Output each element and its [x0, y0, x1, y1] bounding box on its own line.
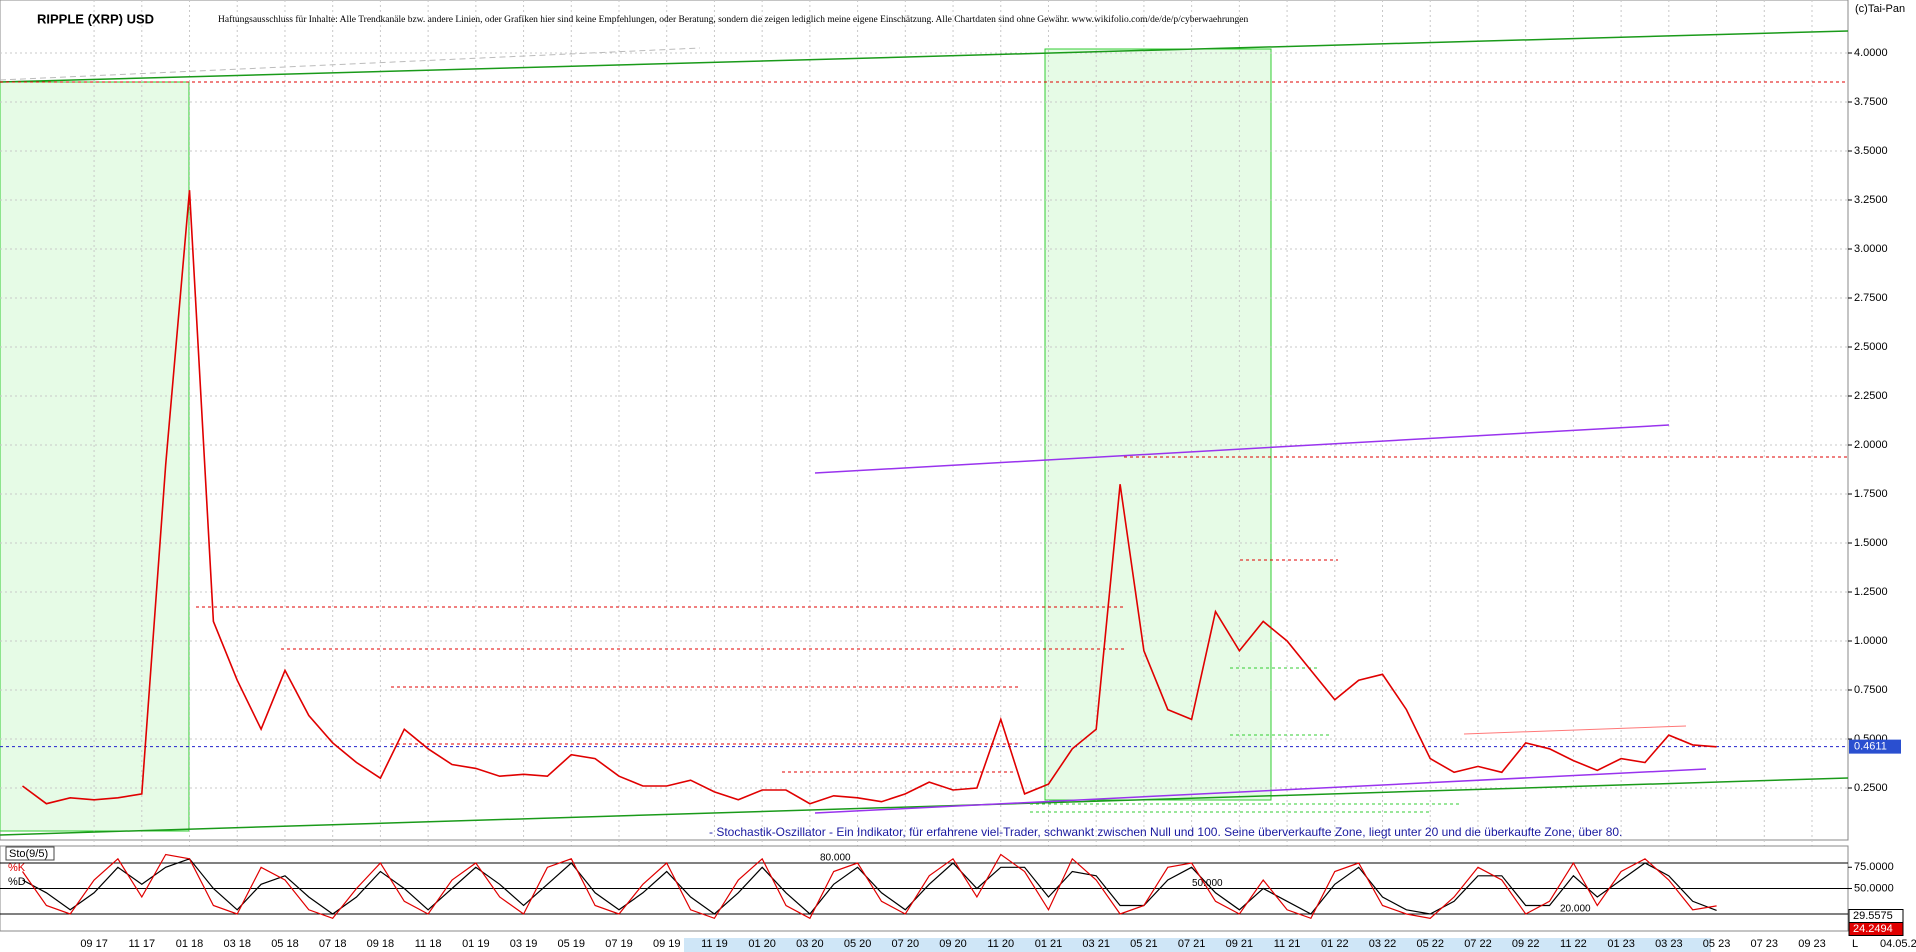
level-label: 80.000: [820, 853, 851, 864]
chart-title: RIPPLE (XRP) USD: [37, 11, 154, 26]
y-tick-label: 4.0000: [1854, 47, 1888, 59]
x-tick-label: 09 23: [1798, 938, 1826, 950]
x-tick-label: 05 22: [1416, 938, 1444, 950]
y-tick-label: 0.7500: [1854, 684, 1888, 696]
x-tick-label: 11 18: [415, 938, 442, 950]
y-tick-label: 75.0000: [1854, 861, 1894, 873]
x-tick-label: 11 22: [1560, 938, 1587, 950]
y-tick-label: 1.2500: [1854, 586, 1888, 598]
x-tick-label: 07 22: [1464, 938, 1492, 950]
current-date: 04.05.23: [1880, 938, 1916, 950]
price-line: [22, 190, 1717, 805]
disclaimer: Haftungsausschluss für Inhalte: Alle Tre…: [218, 14, 1249, 25]
y-tick-label: 3.0000: [1854, 243, 1888, 255]
x-tick-label: 09 17: [80, 938, 108, 950]
x-tick-label: 07 23: [1751, 938, 1779, 950]
x-tick-label: 01 21: [1035, 938, 1063, 950]
y-tick-label: 2.5000: [1854, 341, 1888, 353]
x-tick-label: 05 18: [271, 938, 299, 950]
y-tick-label: 2.0000: [1854, 439, 1888, 451]
stochastic-line: [22, 853, 1717, 920]
x-tick-label: 07 19: [605, 938, 633, 950]
last-value-label: 0.4611: [1854, 741, 1887, 753]
x-tick-label: 07 18: [319, 938, 347, 950]
trendline: [0, 777, 1849, 836]
x-tick-label: 01 19: [462, 938, 490, 950]
axis-band: [684, 938, 1711, 952]
x-tick-label: 05 19: [558, 938, 586, 950]
green-zone: [1044, 48, 1272, 801]
x-tick-label: 09 22: [1512, 938, 1540, 950]
x-tick-label: 03 21: [1082, 938, 1110, 950]
y-tick-label: 0.2500: [1854, 782, 1888, 794]
x-tick-label: 11 19: [701, 938, 728, 950]
x-tick-label: 03 20: [796, 938, 824, 950]
y-tick-label: 1.0000: [1854, 635, 1888, 647]
y-tick-label: 2.2500: [1854, 390, 1888, 402]
indicator-box: [5, 846, 55, 861]
trendline: [814, 768, 1707, 814]
x-tick-label: 09 21: [1226, 938, 1254, 950]
x-tick-label: 09 20: [939, 938, 967, 950]
x-tick-label: 09 18: [367, 938, 395, 950]
last-value-label: 29.5575: [1853, 910, 1893, 922]
axis-marker: L: [1852, 938, 1858, 950]
annotation-lines: [0, 30, 1849, 836]
x-tick-label: 01 22: [1321, 938, 1349, 950]
trendline: [0, 47, 701, 81]
y-tick-label: 3.5000: [1854, 145, 1888, 157]
x-tick-label: 01 18: [176, 938, 204, 950]
trendline: [814, 424, 1670, 474]
x-tick-label: 11 17: [128, 938, 155, 950]
x-tick-label: 07 21: [1178, 938, 1206, 950]
x-tick-label: 03 18: [223, 938, 251, 950]
legend-entry: %K: [8, 862, 26, 874]
y-tick-label: 1.5000: [1854, 537, 1888, 549]
indicator-title: Sto(9/5): [9, 848, 48, 860]
y-tick-label: 3.2500: [1854, 194, 1888, 206]
x-tick-label: 07 20: [892, 938, 920, 950]
y-tick-label: 50.0000: [1854, 882, 1894, 894]
y-tick-label: 2.7500: [1854, 292, 1888, 304]
x-tick-label: 11 21: [1274, 938, 1301, 950]
x-tick-label: 05 23: [1703, 938, 1731, 950]
x-tick-label: 03 22: [1369, 938, 1397, 950]
x-tick-label: 09 19: [653, 938, 681, 950]
trendline: [1463, 725, 1687, 735]
last-value-box: [1849, 739, 1901, 754]
y-tick-label: 3.7500: [1854, 96, 1888, 108]
x-tick-label: 03 19: [510, 938, 538, 950]
source: (c)Tai-Pan: [1855, 3, 1905, 15]
legend-entry: %D: [8, 876, 26, 888]
x-tick-label: 03 23: [1655, 938, 1683, 950]
x-tick-label: 01 23: [1607, 938, 1635, 950]
x-tick-label: 11 20: [987, 938, 1014, 950]
last-value-label: 24.2494: [1853, 923, 1893, 935]
x-tick-label: 05 20: [844, 938, 872, 950]
x-tick-label: 05 21: [1130, 938, 1158, 950]
last-value-box: [1848, 922, 1904, 936]
stochastic-note: - Stochastik-Oszillator - Ein Indikator,…: [709, 825, 1622, 839]
trendline: [0, 30, 1849, 83]
y-tick-label: 1.7500: [1854, 488, 1888, 500]
level-label: 20.000: [1560, 904, 1591, 915]
x-tick-label: 01 20: [748, 938, 776, 950]
price-panel: [0, 0, 1849, 841]
stochastic-line: [22, 858, 1717, 915]
